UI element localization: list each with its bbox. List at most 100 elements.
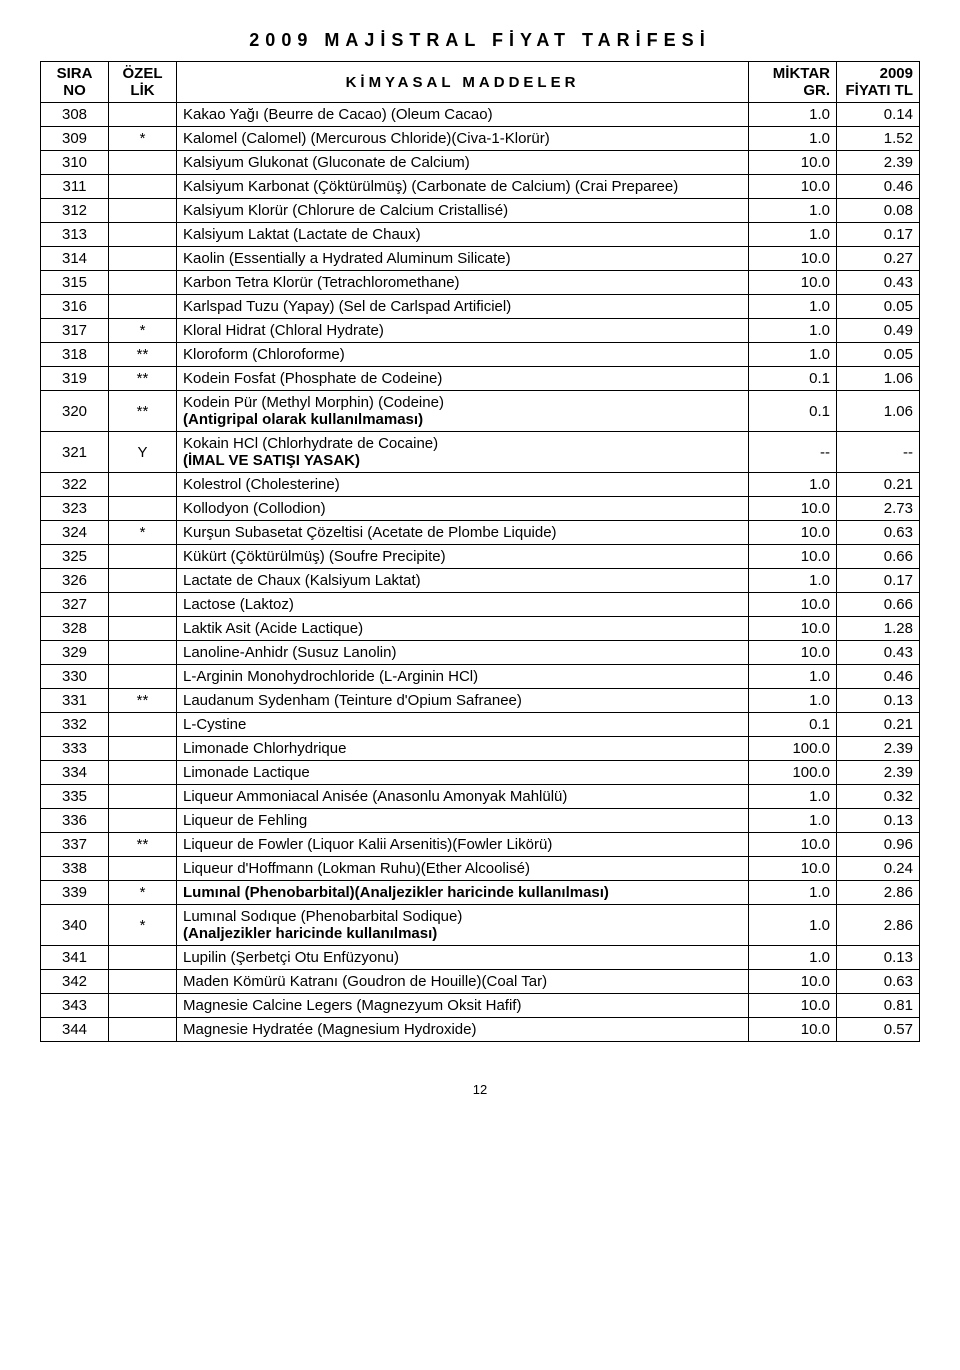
table-row: 334Limonade Lactique100.02.39: [41, 761, 920, 785]
cell-madde: Laktik Asit (Acide Lactique): [177, 617, 749, 641]
table-row: 321YKokain HCl (Chlorhydrate de Cocaine)…: [41, 432, 920, 473]
header-madde: KİMYASAL MADDELER: [177, 62, 749, 103]
table-row: 338 Liqueur d'Hoffmann (Lokman Ruhu)(Ethe…: [41, 857, 920, 881]
cell-ozel: *: [109, 521, 177, 545]
header-sira: SIRA NO: [41, 62, 109, 103]
table-row: 331**Laudanum Sydenham (Teinture d'Opium…: [41, 689, 920, 713]
cell-miktar: 1.0: [749, 569, 837, 593]
cell-fiyat: 0.57: [837, 1018, 920, 1042]
cell-fiyat: 0.63: [837, 970, 920, 994]
cell-fiyat: 0.27: [837, 247, 920, 271]
cell-madde: Lumınal Sodıque (Phenobarbital Sodique)(…: [177, 905, 749, 946]
cell-madde: Kolestrol (Cholesterine): [177, 473, 749, 497]
cell-sira: 309: [41, 127, 109, 151]
cell-fiyat: 2.39: [837, 737, 920, 761]
cell-fiyat: 2.39: [837, 761, 920, 785]
table-row: 344Magnesie Hydratée (Magnesium Hydroxid…: [41, 1018, 920, 1042]
cell-ozel: **: [109, 343, 177, 367]
cell-madde: Kalsiyum Karbonat (Çöktürülmüş) (Carbona…: [177, 175, 749, 199]
cell-madde: Kodein Fosfat (Phosphate de Codeine): [177, 367, 749, 391]
cell-ozel: **: [109, 391, 177, 432]
cell-miktar: 10.0: [749, 151, 837, 175]
cell-miktar: 10.0: [749, 545, 837, 569]
cell-ozel: [109, 665, 177, 689]
cell-miktar: 1.0: [749, 199, 837, 223]
cell-fiyat: 0.81: [837, 994, 920, 1018]
cell-ozel: [109, 713, 177, 737]
cell-ozel: [109, 569, 177, 593]
table-row: 310 Kalsiyum Glukonat (Gluconate de Calci…: [41, 151, 920, 175]
cell-madde: Magnesie Calcine Legers (Magnezyum Oksit…: [177, 994, 749, 1018]
cell-ozel: [109, 994, 177, 1018]
cell-madde: Kalsiyum Glukonat (Gluconate de Calcium): [177, 151, 749, 175]
cell-ozel: [109, 545, 177, 569]
table-row: 315Karbon Tetra Klorür (Tetrachlorometha…: [41, 271, 920, 295]
cell-ozel: [109, 497, 177, 521]
cell-ozel: [109, 946, 177, 970]
cell-ozel: *: [109, 905, 177, 946]
cell-miktar: 0.1: [749, 713, 837, 737]
cell-fiyat: 0.13: [837, 689, 920, 713]
cell-madde: Kloroform (Chloroforme): [177, 343, 749, 367]
cell-fiyat: 1.28: [837, 617, 920, 641]
cell-fiyat: 0.46: [837, 665, 920, 689]
cell-miktar: 1.0: [749, 295, 837, 319]
cell-madde: Kloral Hidrat (Chloral Hydrate): [177, 319, 749, 343]
cell-ozel: [109, 857, 177, 881]
cell-madde: Limonade Chlorhydrique: [177, 737, 749, 761]
cell-sira: 310: [41, 151, 109, 175]
cell-ozel: [109, 103, 177, 127]
cell-madde: Maden Kömürü Katranı (Goudron de Houille…: [177, 970, 749, 994]
cell-miktar: 10.0: [749, 247, 837, 271]
cell-ozel: **: [109, 833, 177, 857]
cell-miktar: 10.0: [749, 175, 837, 199]
cell-ozel: [109, 223, 177, 247]
cell-miktar: 10.0: [749, 1018, 837, 1042]
cell-fiyat: 0.96: [837, 833, 920, 857]
cell-sira: 333: [41, 737, 109, 761]
cell-ozel: [109, 473, 177, 497]
cell-fiyat: 0.17: [837, 569, 920, 593]
cell-fiyat: 0.63: [837, 521, 920, 545]
cell-fiyat: 0.13: [837, 946, 920, 970]
cell-ozel: [109, 1018, 177, 1042]
table-row: 327Lactose (Laktoz)10.00.66: [41, 593, 920, 617]
cell-fiyat: 0.32: [837, 785, 920, 809]
cell-madde: Kaolin (Essentially a Hydrated Aluminum …: [177, 247, 749, 271]
cell-fiyat: 0.66: [837, 593, 920, 617]
table-row: 322Kolestrol (Cholesterine)1.00.21: [41, 473, 920, 497]
cell-sira: 335: [41, 785, 109, 809]
cell-sira: 314: [41, 247, 109, 271]
cell-sira: 331: [41, 689, 109, 713]
cell-sira: 340: [41, 905, 109, 946]
cell-miktar: 10.0: [749, 593, 837, 617]
table-row: 340*Lumınal Sodıque (Phenobarbital Sodiq…: [41, 905, 920, 946]
cell-ozel: [109, 809, 177, 833]
cell-madde: L-Arginin Monohydrochloride (L-Arginin H…: [177, 665, 749, 689]
cell-fiyat: 1.06: [837, 391, 920, 432]
cell-madde: Liqueur d'Hoffmann (Lokman Ruhu)(Ether A…: [177, 857, 749, 881]
price-table: SIRA NO ÖZEL LİK KİMYASAL MADDELER MİKTA…: [40, 61, 920, 1042]
table-row: 309*Kalomel (Calomel) (Mercurous Chlorid…: [41, 127, 920, 151]
table-row: 320**Kodein Pür (Methyl Morphin) (Codein…: [41, 391, 920, 432]
cell-sira: 311: [41, 175, 109, 199]
cell-fiyat: 0.14: [837, 103, 920, 127]
cell-miktar: 10.0: [749, 970, 837, 994]
cell-miktar: 10.0: [749, 857, 837, 881]
cell-sira: 318: [41, 343, 109, 367]
table-row: 336Liqueur de Fehling1.00.13: [41, 809, 920, 833]
table-row: 343Magnesie Calcine Legers (Magnezyum Ok…: [41, 994, 920, 1018]
cell-sira: 338: [41, 857, 109, 881]
cell-ozel: [109, 737, 177, 761]
cell-fiyat: 0.08: [837, 199, 920, 223]
cell-miktar: 100.0: [749, 737, 837, 761]
page-number: 12: [40, 1082, 920, 1097]
table-row: 339*Lumınal (Phenobarbital)(Analjezikler…: [41, 881, 920, 905]
cell-sira: 342: [41, 970, 109, 994]
cell-fiyat: 0.46: [837, 175, 920, 199]
cell-madde: Liqueur Ammoniacal Anisée (Anasonlu Amon…: [177, 785, 749, 809]
cell-miktar: 1.0: [749, 103, 837, 127]
cell-madde: Kurşun Subasetat Çözeltisi (Acetate de P…: [177, 521, 749, 545]
cell-ozel: **: [109, 689, 177, 713]
cell-ozel: [109, 295, 177, 319]
